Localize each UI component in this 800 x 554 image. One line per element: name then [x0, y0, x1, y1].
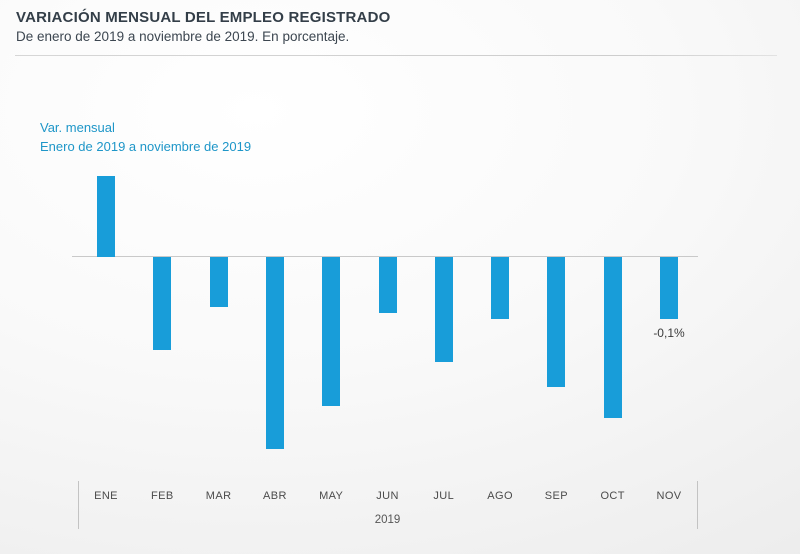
x-axis-label-abr: ABR: [262, 490, 287, 502]
page-subtitle: De enero de 2019 a noviembre de 2019. En…: [16, 29, 350, 44]
page-title: VARIACIÓN MENSUAL DEL EMPLEO REGISTRADO: [16, 9, 391, 26]
x-axis-label-mar: MAR: [205, 490, 232, 502]
bar-may: [322, 257, 341, 406]
bar-nov: [660, 257, 678, 319]
x-axis-label-oct: OCT: [600, 490, 625, 502]
data-label-nov: -0,1%: [653, 326, 685, 340]
x-axis-label-may: MAY: [319, 490, 344, 502]
legend-series-name: Var. mensual: [40, 120, 115, 135]
axis-tick-right: [697, 481, 698, 529]
legend-range: Enero de 2019 a noviembre de 2019: [40, 139, 252, 154]
bar-feb: [153, 257, 172, 350]
bar-jul: [434, 257, 453, 363]
zero-axis-line: [72, 256, 698, 257]
x-axis-label-feb: FEB: [151, 490, 174, 502]
bar-oct: [603, 257, 622, 419]
x-axis-label-jun: JUN: [376, 490, 399, 502]
x-axis-year-label: 2019: [374, 514, 401, 526]
bar-jun: [378, 257, 397, 313]
legend: Var. mensual Enero de 2019 a noviembre d…: [40, 118, 251, 156]
x-axis-label-ene: ENE: [94, 490, 118, 502]
bar-ene: [97, 176, 115, 257]
bar-ago: [491, 257, 510, 319]
bar-mar: [209, 257, 228, 307]
x-axis-label-jul: JUL: [433, 490, 455, 502]
bar-abr: [265, 257, 284, 450]
header-divider: [15, 55, 777, 56]
x-axis-label-sep: SEP: [544, 490, 568, 502]
axis-tick-left: [78, 481, 79, 529]
bar-sep: [547, 257, 566, 388]
x-axis-label-nov: NOV: [656, 490, 682, 502]
x-axis-label-ago: AGO: [487, 490, 513, 502]
